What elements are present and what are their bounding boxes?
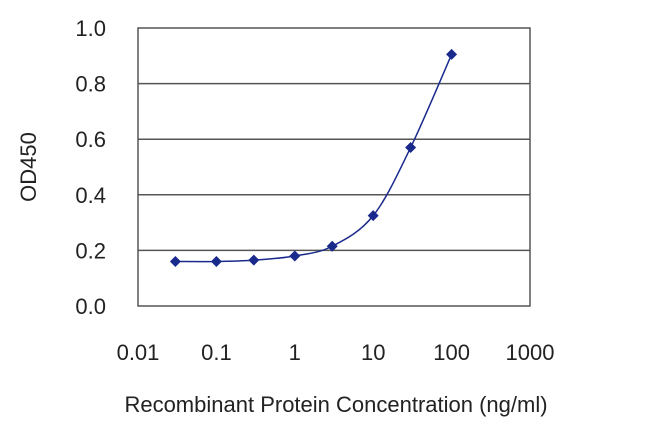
data-point: [405, 142, 417, 154]
gridlines: [138, 82, 530, 252]
data-point: [169, 256, 181, 268]
plot-area: [137, 27, 531, 307]
y-tick-label: 1.0: [75, 16, 106, 41]
y-tick-label: 0.4: [75, 183, 106, 208]
y-tick-label: 0.8: [75, 72, 106, 97]
y-tick-labels: 0.0 0.2 0.4 0.6 0.8 1.0: [75, 16, 106, 319]
data-point: [248, 254, 260, 266]
x-tick-label: 1000: [506, 340, 555, 365]
data-point: [326, 240, 338, 252]
x-tick-label: 0.01: [117, 340, 160, 365]
data-point: [210, 256, 222, 268]
x-tick-label: 1: [289, 340, 301, 365]
data-point: [446, 48, 458, 60]
x-axis-title: Recombinant Protein Concentration (ng/ml…: [124, 392, 547, 417]
y-tick-label: 0.2: [75, 238, 106, 263]
x-tick-label: 100: [433, 340, 470, 365]
series-layer: [169, 48, 458, 268]
x-tick-label: 10: [361, 340, 385, 365]
y-tick-label: 0.0: [75, 294, 106, 319]
data-point: [289, 250, 301, 262]
x-tick-label: 0.1: [201, 340, 232, 365]
y-axis-title: OD450: [16, 132, 41, 202]
y-tick-label: 0.6: [75, 127, 106, 152]
data-point: [367, 210, 379, 222]
x-tick-labels: 0.01 0.1 1 10 100 1000: [117, 340, 555, 365]
